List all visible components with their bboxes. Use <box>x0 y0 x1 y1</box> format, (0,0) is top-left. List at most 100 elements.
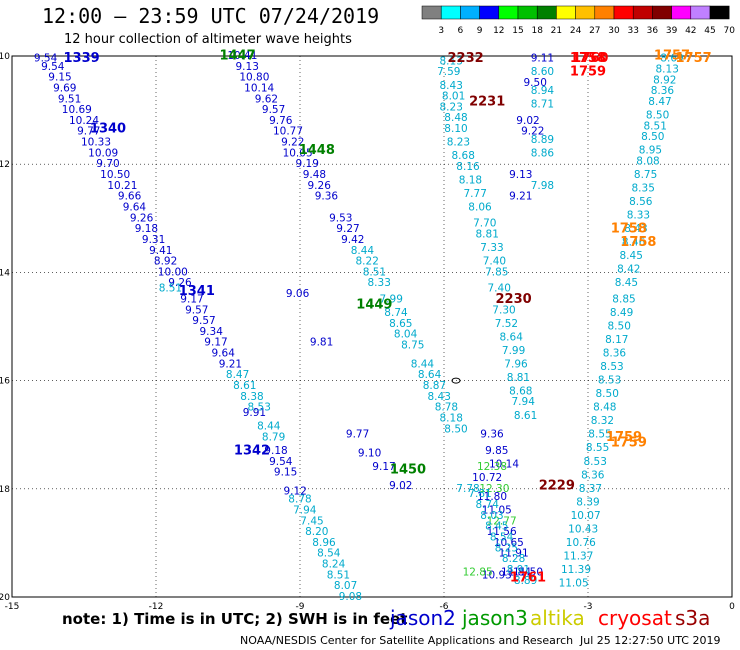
data-point-cyan: 8.53 <box>598 375 621 387</box>
data-point-cyan: 8.46 <box>622 237 646 249</box>
data-point-jason2: 9.51 <box>58 93 81 105</box>
data-point-cyan: 8.44 <box>411 358 435 370</box>
data-point-cyan: 8.96 <box>312 537 336 549</box>
data-point-jason2: 9.11 <box>531 53 554 65</box>
data-point-jason2: 9.66 <box>118 191 142 203</box>
data-point-jason2: 11.05 <box>482 504 512 516</box>
data-point-jason2: 9.26 <box>168 277 192 289</box>
colorbar-label: 3 <box>438 26 444 36</box>
data-point-cyan: 8.56 <box>629 196 653 208</box>
pass-label: 1450 <box>390 462 426 477</box>
colorbar-label: 6 <box>458 26 464 36</box>
data-point-cyan: 11.39 <box>561 564 591 576</box>
data-point-jason2: 10.72 <box>472 472 502 484</box>
data-point-cyan: 8.53 <box>584 456 607 468</box>
pass-label: 1761 <box>510 571 546 586</box>
data-point-cyan: 8.36 <box>581 469 605 481</box>
data-point-jason2: 9.15 <box>274 467 297 479</box>
x-tick-label: -6 <box>440 602 449 612</box>
data-point-cyan: 8.48 <box>593 402 616 414</box>
colorbar-swatch <box>709 5 730 20</box>
data-point-cyan: 8.44 <box>257 421 281 433</box>
data-point-cyan: 8.64 <box>418 369 442 381</box>
colorbar-label: 45 <box>704 26 715 36</box>
pass-label: 1757 <box>654 49 690 64</box>
data-point-jason2: 10.14 <box>244 82 274 94</box>
data-point-jason2: 9.22 <box>521 126 544 138</box>
data-point-cyan: 8.20 <box>305 526 328 538</box>
data-point-cyan: 8.42 <box>617 264 640 276</box>
data-point-cyan: 10.76 <box>566 537 596 549</box>
island-outline <box>451 377 461 384</box>
data-point-cyan: 8.78 <box>288 494 311 506</box>
data-point-cyan: 8.38 <box>240 391 263 403</box>
altimeter-plot: -15-12-9-6-30-10-12-14-16-18-209.549.549… <box>0 49 735 613</box>
data-point-cyan: 8.89 <box>531 134 554 146</box>
data-point-jason2: 11.80 <box>477 491 507 503</box>
data-point-cyan: 8.68 <box>509 385 532 397</box>
data-point-jason2: 10.77 <box>273 126 303 138</box>
x-tick-label: -15 <box>5 602 20 612</box>
data-point-cyan: 8.03 <box>480 510 503 522</box>
data-point-cyan: 8.43 <box>428 391 451 403</box>
data-point-cyan: 7.98 <box>531 180 554 192</box>
data-point-jason2: 10.14 <box>489 458 519 470</box>
y-tick-label: -12 <box>0 160 10 170</box>
data-point-cyan: 7.77 <box>464 188 487 200</box>
colorbar-label: 21 <box>551 26 562 36</box>
pass-label: 1340 <box>90 122 126 137</box>
colorbar-label: 36 <box>647 26 659 36</box>
data-point-cyan: 8.45 <box>620 250 643 262</box>
data-point-jason2: 9.77 <box>346 429 369 441</box>
legend-jason3: jason3 <box>462 606 528 630</box>
data-point-cyan: 8.47 <box>648 96 671 108</box>
data-point-cyan: 7.70 <box>473 218 496 230</box>
data-point-cyan: 8.50 <box>646 110 669 122</box>
data-point-cyan: 7.40 <box>483 256 506 268</box>
data-point-cyan: 7.85 <box>485 266 508 278</box>
data-point-cyan: 8.54 <box>490 531 514 543</box>
data-point-cyan: 8.43 <box>624 223 647 235</box>
data-point-cyan: 8.68 <box>452 150 475 162</box>
pass-label: 1759 <box>611 435 647 450</box>
data-point-cyan: 8.74 <box>384 307 408 319</box>
data-point-cyan: 8.55 <box>586 442 609 454</box>
data-point-cyan: 8.81 <box>507 372 530 384</box>
data-point-jason2: 9.31 <box>142 234 165 246</box>
pass-label: 1448 <box>299 143 335 158</box>
chart-title: 12:00 — 23:59 UTC 07/24/2019 <box>42 4 380 28</box>
data-point-cyan: 7.52 <box>495 318 518 330</box>
colorbar-label: 33 <box>627 26 638 36</box>
x-tick-label: 0 <box>729 602 735 612</box>
data-point-jason2: 9.13 <box>509 169 532 181</box>
pass-label: 1758 <box>611 222 647 237</box>
data-point-jason2: 9.02 <box>389 480 412 492</box>
data-point-cyan: 8.94 <box>531 85 555 97</box>
legend-cryosat: cryosat <box>598 606 672 630</box>
credit-line: NOAA/NESDIS Center for Satellite Applica… <box>240 634 574 647</box>
data-point-jason2: 9.18 <box>135 223 158 235</box>
data-point-cyan: 8.51 <box>159 283 182 295</box>
data-point-cyan: 7.40 <box>488 283 511 295</box>
pass-label: 1449 <box>356 297 392 312</box>
pass-label: 1342 <box>234 443 270 458</box>
data-point-jason2: 9.64 <box>212 348 236 360</box>
data-point-cyan: 8.18 <box>459 174 482 186</box>
pass-label: 1757 <box>676 51 712 66</box>
data-point-cyan: 9.08 <box>339 591 362 603</box>
data-point-cyan: 8.22 <box>356 256 379 268</box>
data-point-cyan: 8.48 <box>444 112 467 124</box>
pass-label: 1447 <box>220 49 256 64</box>
data-point-jason2: 9.21 <box>509 191 532 203</box>
data-point-jason2: 9.26 <box>308 180 332 192</box>
data-point-jason2: 9.21 <box>219 358 242 370</box>
data-point-jason2: 9.81 <box>310 337 333 349</box>
data-point-cyan: 8.61 <box>514 410 537 422</box>
data-point-cyan: 11.37 <box>563 550 593 562</box>
data-point-cyan: 8.92 <box>653 74 676 86</box>
data-point-cyan: 8.43 <box>440 80 463 92</box>
data-point-jason3: 12.38 <box>477 461 507 473</box>
data-point-jason2: 10.00 <box>158 266 188 278</box>
data-point-jason2: 10.05 <box>283 147 313 159</box>
